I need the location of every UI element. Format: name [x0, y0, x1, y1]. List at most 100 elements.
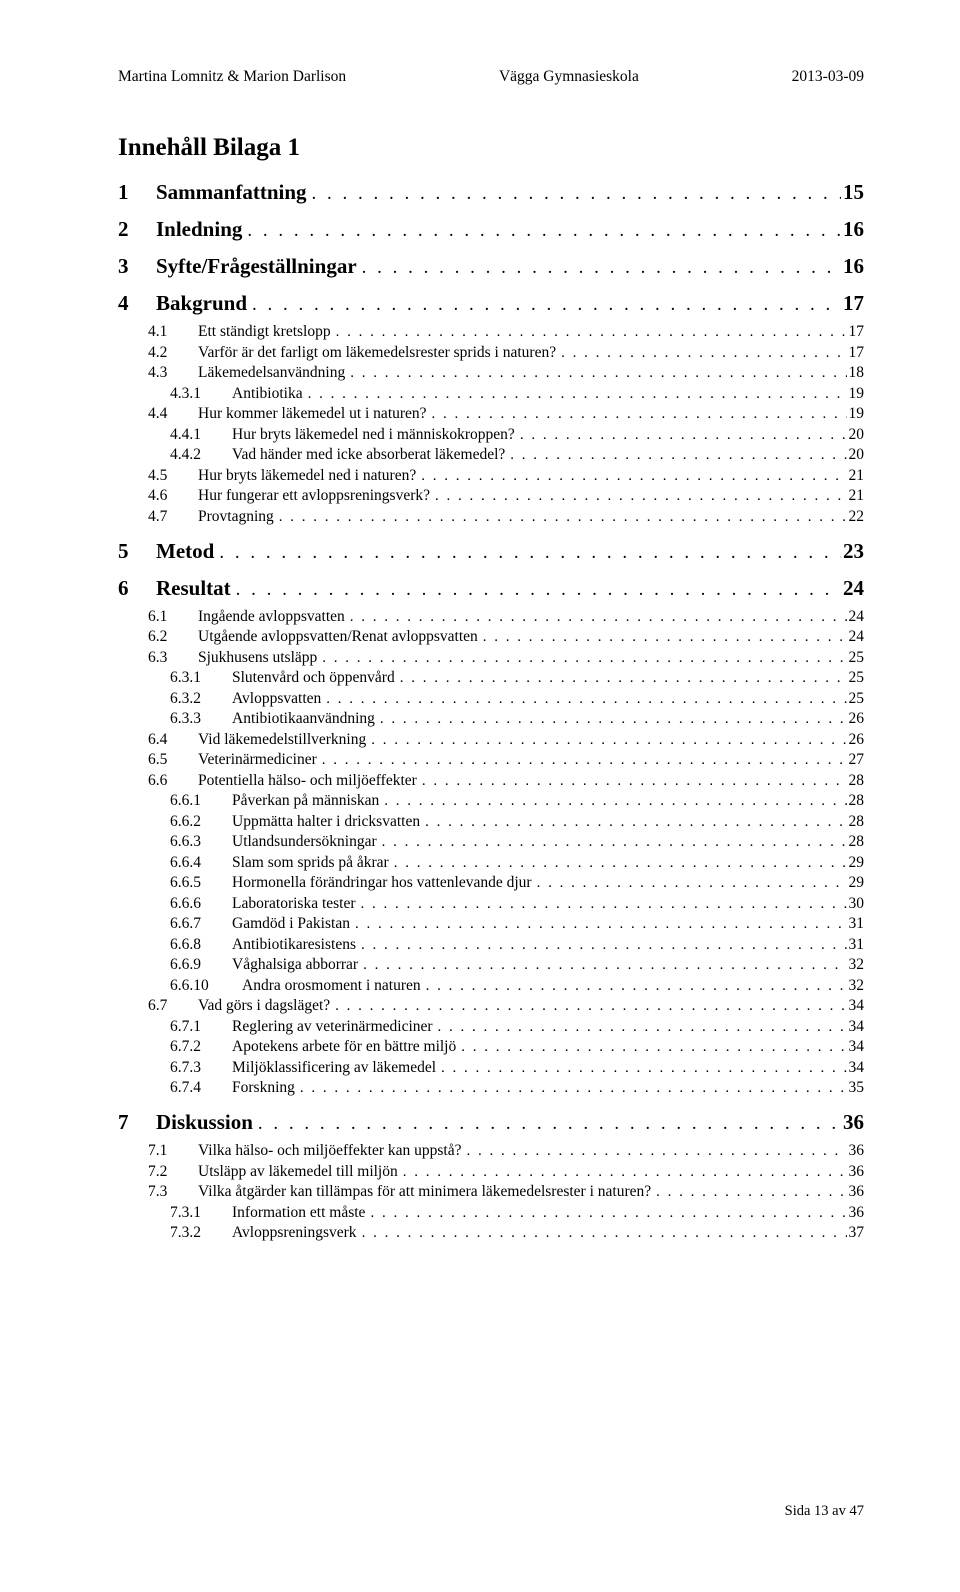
toc-row: 4.2Varför är det farligt om läkemedelsre… — [118, 345, 864, 361]
toc-leader: . . . . . . . . . . . . . . . . . . . . … — [319, 651, 846, 666]
toc-number: 4 — [118, 293, 156, 314]
toc-title: Syfte/Frågeställningar — [156, 256, 359, 277]
toc-title: Hur fungerar ett avloppsreningsverk? — [198, 488, 432, 504]
toc-title: Utsläpp av läkemedel till miljön — [198, 1164, 400, 1180]
toc-title: Hur bryts läkemedel ned i människokroppe… — [232, 427, 517, 443]
toc-row: 6.6.5Hormonella förändringar hos vattenl… — [118, 875, 864, 891]
toc-number: 4.1 — [148, 324, 198, 340]
toc-number: 6.3 — [148, 650, 198, 666]
page-footer: Sida 13 av 47 — [785, 1503, 864, 1520]
toc-title: Ett ständigt kretslopp — [198, 324, 333, 340]
toc-row: 6.5Veterinärmediciner. . . . . . . . . .… — [118, 752, 864, 768]
toc-number: 6.7.2 — [170, 1039, 232, 1055]
toc-page: 16 — [841, 256, 864, 277]
toc-leader: . . . . . . . . . . . . . . . . . . . . … — [381, 794, 846, 809]
toc-title: Utgående avloppsvatten/Renat avloppsvatt… — [198, 629, 480, 645]
toc-row: 7.1Vilka hälso- och miljöeffekter kan up… — [118, 1143, 864, 1159]
toc-page: 36 — [847, 1143, 865, 1159]
toc-title: Vad görs i dagsläget? — [198, 998, 332, 1014]
table-of-contents: 1Sammanfattning. . . . . . . . . . . . .… — [118, 182, 864, 1241]
toc-number: 6.7.3 — [170, 1060, 232, 1076]
toc-row: 7.3Vilka åtgärder kan tillämpas för att … — [118, 1184, 864, 1200]
toc-leader: . . . . . . . . . . . . . . . . . . . . … — [534, 876, 847, 891]
toc-title: Miljöklassificering av läkemedel — [232, 1060, 438, 1076]
toc-row: 4.1Ett ständigt kretslopp. . . . . . . .… — [118, 324, 864, 340]
toc-title: Diskussion — [156, 1112, 255, 1133]
toc-row: 6.7.4Forskning. . . . . . . . . . . . . … — [118, 1080, 864, 1096]
toc-page: 27 — [847, 752, 865, 768]
toc-number: 6.3.1 — [170, 670, 232, 686]
toc-title: Bakgrund — [156, 293, 249, 314]
toc-number: 6.5 — [148, 752, 198, 768]
toc-leader: . . . . . . . . . . . . . . . . . . . . … — [418, 469, 846, 484]
toc-row: 6.4Vid läkemedelstillverkning. . . . . .… — [118, 732, 864, 748]
toc-page: 37 — [847, 1225, 865, 1241]
toc-page: 28 — [847, 834, 865, 850]
toc-leader: . . . . . . . . . . . . . . . . . . . . … — [347, 366, 846, 381]
toc-title: Avloppsreningsverk — [232, 1225, 359, 1241]
toc-number: 5 — [118, 541, 156, 562]
toc-page: 23 — [841, 541, 864, 562]
toc-page: 28 — [847, 793, 865, 809]
toc-row: 6.6Potentiella hälso- och miljöeffekter.… — [118, 773, 864, 789]
toc-row: 6.2Utgående avloppsvatten/Renat avloppsv… — [118, 629, 864, 645]
toc-number: 7.3.2 — [170, 1225, 232, 1241]
toc-leader: . . . . . . . . . . . . . . . . . . . . … — [507, 448, 846, 463]
toc-leader: . . . . . . . . . . . . . . . . . . . . … — [423, 979, 847, 994]
toc-number: 6.4 — [148, 732, 198, 748]
toc-number: 6.6.5 — [170, 875, 232, 891]
toc-title: Inledning — [156, 219, 244, 240]
toc-leader: . . . . . . . . . . . . . . . . . . . . … — [367, 1206, 846, 1221]
toc-title: Vilka hälso- och miljöeffekter kan uppst… — [198, 1143, 464, 1159]
toc-number: 6.6.4 — [170, 855, 232, 871]
toc-page: 20 — [847, 447, 865, 463]
toc-row: 7Diskussion. . . . . . . . . . . . . . .… — [118, 1112, 864, 1133]
toc-title: Utlandsundersökningar — [232, 834, 379, 850]
toc-title: Ingående avloppsvatten — [198, 609, 347, 625]
toc-leader: . . . . . . . . . . . . . . . . . . . . … — [558, 346, 846, 361]
toc-number: 4.7 — [148, 509, 198, 525]
toc-title: Varför är det farligt om läkemedelsreste… — [198, 345, 558, 361]
toc-row: 4.7Provtagning. . . . . . . . . . . . . … — [118, 509, 864, 525]
toc-row: 4.4Hur kommer läkemedel ut i naturen?. .… — [118, 406, 864, 422]
toc-title: Antibiotikaresistens — [232, 937, 358, 953]
toc-title: Avloppsvatten — [232, 691, 323, 707]
toc-number: 7.3 — [148, 1184, 198, 1200]
toc-page: 19 — [847, 406, 865, 422]
toc-row: 7.3.1Information ett måste. . . . . . . … — [118, 1205, 864, 1221]
toc-number: 7 — [118, 1112, 156, 1133]
toc-row: 4.5Hur bryts läkemedel ned i naturen?. .… — [118, 468, 864, 484]
toc-title: Uppmätta halter i dricksvatten — [232, 814, 422, 830]
toc-row: 6.3.3Antibiotikaanvändning. . . . . . . … — [118, 711, 864, 727]
toc-row: 6.7Vad görs i dagsläget?. . . . . . . . … — [118, 998, 864, 1014]
toc-number: 6.7 — [148, 998, 198, 1014]
toc-page: 32 — [847, 957, 865, 973]
toc-title: Sjukhusens utsläpp — [198, 650, 319, 666]
toc-title: Sammanfattning — [156, 182, 309, 203]
toc-page: 34 — [847, 1060, 865, 1076]
toc-row: 6.3Sjukhusens utsläpp. . . . . . . . . .… — [118, 650, 864, 666]
toc-title: Forskning — [232, 1080, 297, 1096]
toc-row: 6.1Ingående avloppsvatten. . . . . . . .… — [118, 609, 864, 625]
toc-page: 19 — [847, 386, 865, 402]
toc-leader: . . . . . . . . . . . . . . . . . . . . … — [377, 712, 847, 727]
toc-row: 3Syfte/Frågeställningar. . . . . . . . .… — [118, 256, 864, 277]
toc-page: 17 — [847, 345, 865, 361]
toc-title: Metod — [156, 541, 216, 562]
toc-row: 6.6.6Laboratoriska tester. . . . . . . .… — [118, 896, 864, 912]
toc-row: 6.3.1Slutenvård och öppenvård. . . . . .… — [118, 670, 864, 686]
toc-page: 36 — [847, 1205, 865, 1221]
toc-row: 6.7.1Reglering av veterinärmediciner. . … — [118, 1019, 864, 1035]
toc-title: Reglering av veterinärmediciner — [232, 1019, 435, 1035]
toc-page: 31 — [847, 937, 865, 953]
toc-number: 6.7.4 — [170, 1080, 232, 1096]
toc-page: 25 — [847, 691, 865, 707]
toc-title: Veterinärmediciner — [198, 752, 319, 768]
toc-number: 3 — [118, 256, 156, 277]
toc-leader: . . . . . . . . . . . . . . . . . . . . … — [244, 221, 841, 240]
toc-leader: . . . . . . . . . . . . . . . . . . . . … — [276, 510, 847, 525]
toc-page: 21 — [847, 488, 865, 504]
toc-row: 5Metod. . . . . . . . . . . . . . . . . … — [118, 541, 864, 562]
toc-leader: . . . . . . . . . . . . . . . . . . . . … — [347, 610, 847, 625]
toc-row: 6.6.2Uppmätta halter i dricksvatten. . .… — [118, 814, 864, 830]
